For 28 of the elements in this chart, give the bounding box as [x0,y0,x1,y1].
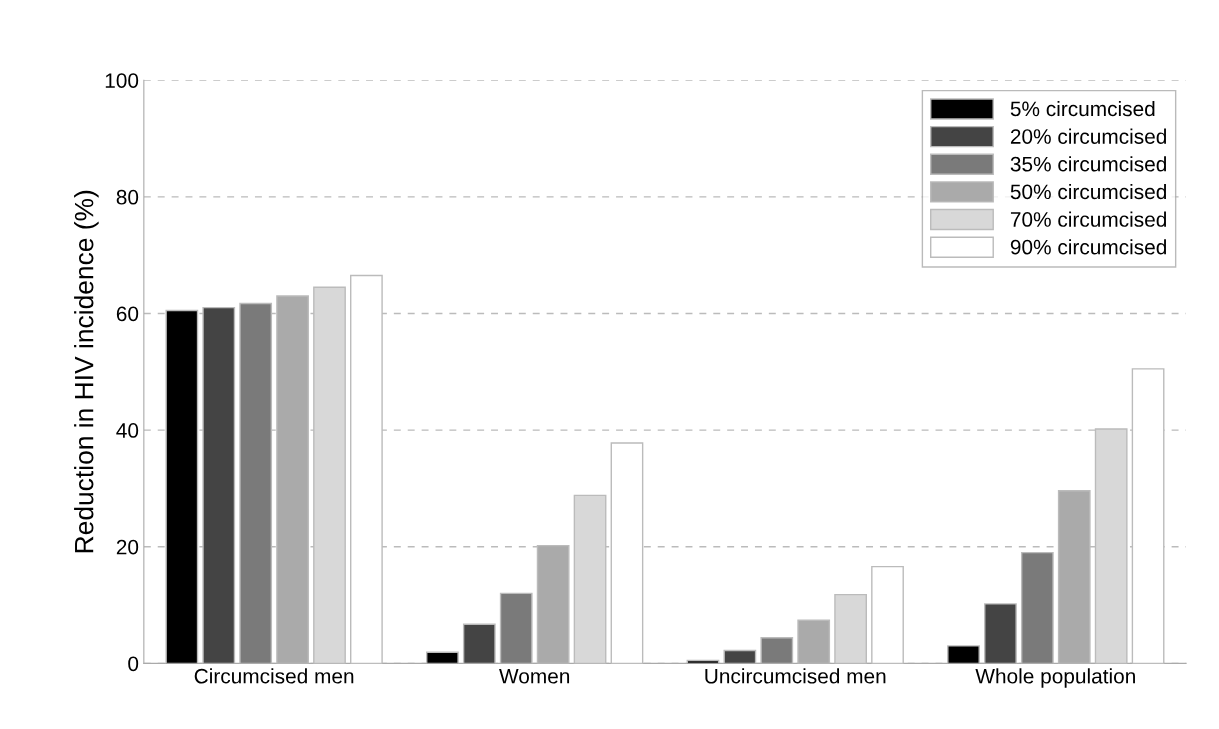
y-tick-label: 100 [105,73,139,88]
y-tick-label: 40 [116,423,139,438]
bar [984,603,1017,664]
bar [499,592,533,664]
x-tick-label: Women [499,669,570,684]
legend-label: 20% circumcised [1010,128,1166,144]
y-tick-label: 20 [116,539,139,555]
bar [947,645,980,664]
x-tick-label: Whole population [975,668,1135,688]
legend-label: 35% circumcised [1010,156,1166,172]
x-tick-label: Uncircumcised men [705,668,886,684]
bar [723,649,757,664]
bar [1020,551,1054,664]
y-tick-label: 60 [116,306,139,322]
y-tick-label: 80 [116,189,139,205]
legend-label: 5% circumcised [1010,100,1155,117]
y-axis-title: Reduction in HIV incidence (%) [74,190,99,553]
y-tick-label: 0 [128,656,139,672]
bar [871,565,904,664]
bar [462,623,496,664]
legend-label: 70% circumcised [1010,211,1166,227]
legend-label: 50% circumcised [1010,183,1166,200]
x-tick-label: Circumcised men [194,668,354,684]
bar [426,651,459,664]
legend-label: 90% circumcised [1010,239,1166,255]
bar [834,593,867,664]
bar [797,619,831,664]
bar [760,637,794,664]
